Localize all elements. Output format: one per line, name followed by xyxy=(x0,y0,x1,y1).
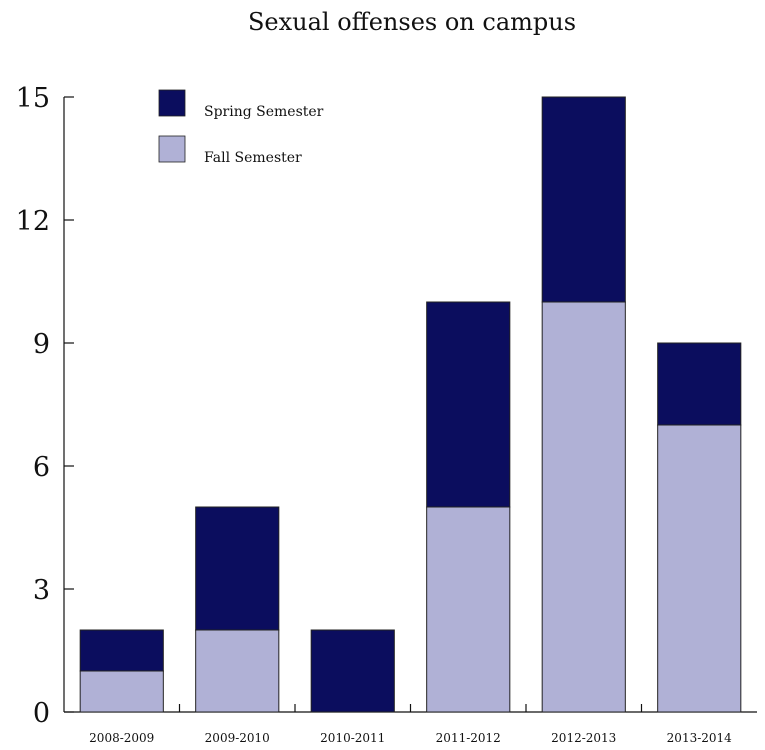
y-tick-label: 9 xyxy=(33,329,50,360)
x-tick-label: 2008-2009 xyxy=(89,731,154,745)
y-tick-label: 6 xyxy=(33,452,50,483)
x-tick-label: 2011-2012 xyxy=(436,731,501,745)
bar-fall-semester xyxy=(195,629,280,713)
bar-fall-semester xyxy=(79,670,164,713)
y-axis-ticks: 0 3 6 9 12 15 xyxy=(16,83,74,729)
bar-spring-semester xyxy=(310,629,395,713)
legend-label: Spring Semester xyxy=(204,104,324,120)
chart-title: Sexual offenses on campus xyxy=(248,8,576,36)
x-tick-label: 2010-2011 xyxy=(320,731,385,745)
y-tick-label: 3 xyxy=(33,575,50,606)
y-tick-label: 0 xyxy=(33,698,50,729)
x-tick-label: 2012-2013 xyxy=(551,731,616,745)
bar-fall-semester xyxy=(541,301,626,713)
x-axis-ticks: 2008-2009 2009-2010 2010-2011 2011-2012 2012… xyxy=(89,704,732,745)
legend-swatch xyxy=(158,89,186,117)
y-tick-label: 12 xyxy=(16,206,50,237)
bar-spring-semester xyxy=(195,506,280,631)
x-tick-label: 2009-2010 xyxy=(205,731,270,745)
legend-swatch xyxy=(158,135,186,163)
bar-fall-semester xyxy=(426,506,511,713)
bar-fall-semester xyxy=(657,424,742,713)
legend-label: Fall Semester xyxy=(204,150,302,166)
bar-spring-semester xyxy=(79,629,164,672)
legend: Spring Semester Fall Semester xyxy=(158,89,324,166)
bar-spring-semester xyxy=(657,342,742,426)
bar-spring-semester xyxy=(426,301,511,508)
bars xyxy=(79,96,742,713)
x-tick-label: 2013-2014 xyxy=(667,731,732,745)
bar-spring-semester xyxy=(541,96,626,303)
y-tick-label: 15 xyxy=(16,83,50,114)
